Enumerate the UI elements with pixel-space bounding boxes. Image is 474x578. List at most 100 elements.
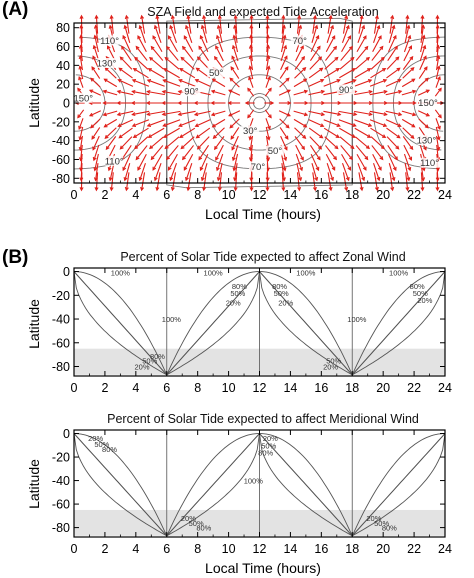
vector-arrow (116, 101, 134, 105)
vector-arrow (200, 24, 208, 43)
vector-head (79, 167, 84, 172)
vector-shaft (215, 45, 224, 62)
vector-arrow (341, 24, 350, 43)
vector-head (348, 155, 353, 161)
vector-arrow (232, 34, 239, 53)
vector-arrow (296, 172, 302, 192)
vector-shaft (118, 127, 133, 139)
vector-shaft (248, 76, 254, 88)
vector-arrow (338, 110, 358, 117)
vector-shaft (389, 172, 394, 191)
vector-arrow (169, 24, 178, 43)
y-tick-label: -60 (52, 153, 70, 167)
percent-curve-straight (166, 271, 260, 376)
vector-shaft (419, 56, 427, 71)
vector-arrow (372, 153, 382, 171)
vector-shaft (249, 55, 254, 71)
vector-arrow (341, 153, 352, 171)
vector-head (345, 176, 350, 182)
vector-shaft (163, 127, 180, 138)
vector-arrow (370, 127, 387, 139)
vector-shaft (79, 126, 84, 140)
vector-shaft (212, 118, 226, 128)
meridional-x-axis-label: Local Time (hours) (205, 560, 321, 576)
percent-label: 50% (374, 519, 389, 528)
vector-head (347, 166, 352, 171)
vector-arrow (229, 77, 240, 88)
vector-head (153, 24, 158, 30)
vector-head (195, 134, 200, 139)
vector-head (424, 77, 429, 82)
percent-label: 20% (88, 434, 103, 443)
vector-head (320, 89, 326, 94)
vector-head (283, 156, 288, 162)
vector-shaft (162, 90, 181, 96)
vector-shaft (217, 25, 223, 43)
vector-head (162, 79, 167, 83)
vector-arrow (116, 110, 134, 117)
vector-head (105, 145, 110, 151)
vector-arrow (326, 24, 334, 43)
vector-head (420, 14, 425, 19)
vector-head (122, 166, 127, 172)
vector-arrow (202, 172, 207, 192)
vector-head (282, 34, 287, 39)
vector-head (351, 134, 356, 138)
contour-label-bg (420, 157, 439, 168)
vector-head (79, 14, 84, 19)
vector-head (267, 87, 272, 92)
vector-head (436, 65, 441, 70)
vector-head (435, 177, 440, 182)
vector-shaft (370, 57, 385, 70)
vector-shaft (369, 79, 387, 87)
vector-arrow (178, 119, 196, 127)
vector-arrow (385, 119, 402, 128)
vector-arrow (354, 89, 373, 96)
vector-arrow (183, 153, 194, 171)
meridional-y-axis-label: Latitude (26, 459, 42, 509)
vector-head (124, 14, 129, 20)
vector-shaft (325, 153, 336, 171)
vector-shaft (264, 109, 272, 118)
vector-shaft (402, 136, 413, 150)
vector-arrow (79, 163, 84, 182)
vector-arrow (132, 127, 149, 139)
vector-shaft (179, 119, 196, 127)
percent-label: 50% (94, 440, 109, 449)
vector-shaft (355, 46, 369, 61)
vector-shaft (200, 35, 209, 53)
vector-shaft (249, 135, 254, 151)
vector-shaft (295, 45, 304, 62)
vector-head (102, 112, 107, 117)
vector-arrow (387, 45, 398, 62)
x-tick-label: 0 (71, 188, 78, 202)
vector-arrow (280, 44, 288, 62)
vector-arrow (109, 14, 114, 34)
vector-shaft (163, 79, 181, 87)
vector-head (91, 135, 96, 140)
x-tick-label: 24 (438, 381, 452, 395)
vector-shaft (195, 79, 211, 87)
vector-head (267, 114, 272, 119)
vector-head (405, 14, 410, 20)
vector-arrow (355, 56, 370, 70)
vector-head (140, 186, 145, 192)
vector-shaft (214, 136, 225, 150)
vector-shaft (435, 135, 440, 151)
vector-arrow (294, 67, 307, 79)
vector-head (330, 176, 334, 182)
x-tick-label: 10 (222, 188, 236, 202)
vector-head (316, 45, 321, 50)
contour-label-bg (337, 84, 356, 95)
vector-head (344, 14, 349, 20)
vector-head (330, 24, 334, 30)
vector-arrow (193, 110, 211, 117)
vector-head (423, 55, 427, 60)
vector-arrow (324, 136, 339, 150)
vector-arrow (278, 101, 292, 105)
x-tick-label: 22 (407, 381, 421, 395)
vector-arrow (420, 14, 425, 34)
vector-head (361, 176, 366, 182)
vector-arrow (338, 119, 357, 127)
vector-arrow (131, 89, 150, 96)
